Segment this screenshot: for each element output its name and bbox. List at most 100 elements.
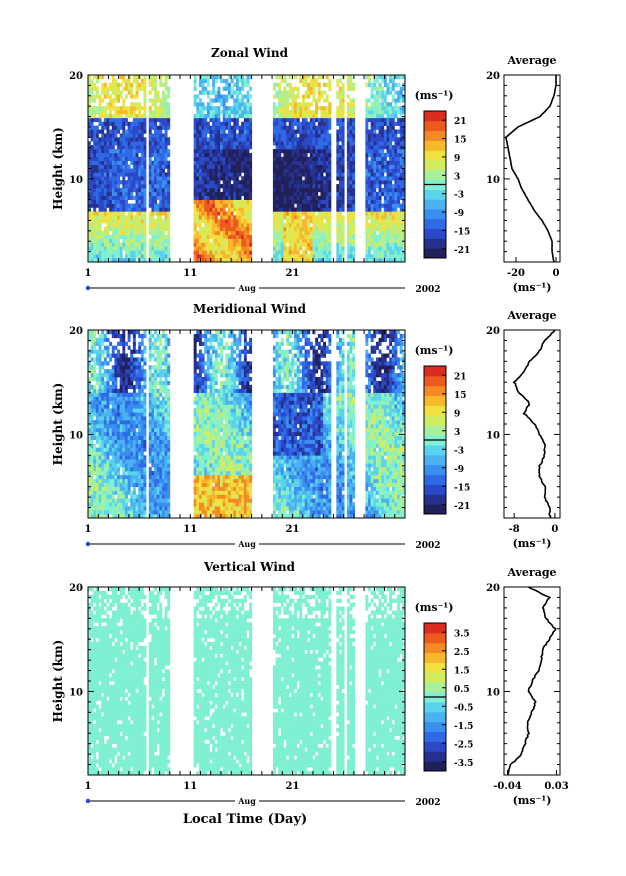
- heatmap-cell: [365, 242, 369, 247]
- heatmap-cell: [241, 230, 245, 236]
- heatmap-cell: [161, 90, 165, 95]
- heatmap-cell: [323, 168, 327, 173]
- heatmap-cell: [204, 164, 208, 169]
- heatmap-cell: [132, 172, 136, 177]
- heatmap-cell: [386, 172, 390, 177]
- heatmap-cell: [328, 219, 332, 224]
- heatmap-cell: [275, 180, 279, 185]
- heatmap-cell: [383, 110, 387, 115]
- heatmap-cell: [243, 78, 247, 84]
- heatmap-cell: [111, 506, 115, 511]
- heatmap-cell: [156, 184, 160, 189]
- heatmap-cell: [98, 427, 102, 433]
- heatmap-cell: [161, 187, 165, 193]
- heatmap-cell: [135, 246, 139, 251]
- heatmap-cell: [338, 176, 342, 181]
- heatmap-cell: [386, 90, 390, 95]
- heatmap-cell: [386, 113, 390, 119]
- heatmap-cell: [209, 125, 213, 130]
- heatmap-cell: [159, 121, 163, 126]
- heatmap-cell: [88, 86, 91, 91]
- heatmap-cell: [397, 191, 401, 197]
- heatmap-cell: [280, 156, 284, 162]
- heatmap-cell: [124, 416, 128, 421]
- heatmap-cell: [375, 223, 379, 228]
- heatmap-cell: [106, 396, 110, 401]
- heatmap-cell: [291, 246, 295, 251]
- heatmap-cell: [111, 246, 115, 251]
- heatmap-cell: [349, 219, 353, 224]
- heatmap-cell: [238, 152, 242, 158]
- heatmap-cell: [304, 176, 308, 181]
- heatmap-cell: [323, 207, 327, 212]
- heatmap-cell: [212, 152, 216, 158]
- heatmap-cell: [235, 125, 239, 130]
- heatmap-cell: [103, 424, 107, 429]
- heatmap-cell: [214, 191, 218, 197]
- heatmap-cell: [124, 215, 128, 220]
- heatmap-cell: [397, 230, 401, 236]
- heatmap-cell: [193, 195, 197, 200]
- heatmap-cell: [381, 187, 385, 193]
- heatmap-cell: [159, 75, 163, 80]
- heatmap-cell: [117, 451, 120, 456]
- heatmap-cell: [225, 187, 229, 193]
- heatmap-cell: [148, 176, 152, 181]
- heatmap-cell: [124, 164, 128, 169]
- heatmap-cell: [148, 226, 152, 232]
- heatmap-cell: [101, 110, 105, 115]
- heatmap-cell: [378, 110, 382, 115]
- heatmap-cell: [119, 149, 123, 154]
- heatmap-cell: [352, 238, 356, 243]
- heatmap-cell: [338, 110, 342, 115]
- heatmap-cell: [243, 121, 247, 126]
- heatmap-cell: [370, 90, 374, 95]
- heatmap-cell: [193, 149, 197, 154]
- heatmap-cell: [309, 203, 313, 208]
- heatmap-cell: [201, 226, 205, 232]
- heatmap-cell: [365, 226, 369, 232]
- heatmap-cell: [119, 353, 123, 358]
- heatmap-cell: [397, 223, 401, 228]
- heatmap-cell: [117, 333, 120, 339]
- heatmap-cell: [214, 203, 218, 208]
- heatmap-cell: [381, 156, 385, 162]
- heatmap-cell: [307, 184, 311, 189]
- heatmap-cell: [230, 211, 234, 216]
- heatmap-cell: [238, 113, 242, 119]
- heatmap-cell: [117, 408, 120, 413]
- heatmap-cell: [154, 113, 157, 119]
- heatmap-cell: [299, 156, 303, 162]
- heatmap-cell: [389, 250, 393, 255]
- heatmap-cell: [156, 152, 160, 158]
- heatmap-cell: [148, 195, 152, 200]
- heatmap-cell: [328, 238, 332, 243]
- heatmap-cell: [336, 149, 340, 154]
- heatmap-cell: [294, 113, 297, 119]
- heatmap-cell: [312, 129, 316, 134]
- heatmap-cell: [225, 195, 229, 200]
- heatmap-cell: [222, 149, 226, 154]
- heatmap-cell: [122, 494, 126, 499]
- heatmap-cell: [286, 187, 290, 193]
- heatmap-cell: [109, 246, 113, 251]
- heatmap-cell: [294, 160, 297, 165]
- heatmap-cell: [370, 152, 374, 158]
- heatmap-cell: [301, 230, 305, 236]
- heatmap-cell: [193, 117, 197, 123]
- heatmap-cell: [114, 141, 118, 146]
- heatmap-cell: [222, 191, 226, 197]
- heatmap-cell: [228, 207, 231, 212]
- heatmap-cell: [243, 117, 247, 123]
- heatmap-cell: [98, 408, 102, 413]
- heatmap-cell: [101, 400, 105, 405]
- heatmap-cell: [93, 75, 97, 80]
- heatmap-cell: [214, 121, 218, 126]
- heatmap-cell: [132, 203, 136, 208]
- heatmap-cell: [111, 149, 115, 154]
- heatmap-cell: [206, 141, 210, 146]
- heatmap-cell: [325, 152, 329, 158]
- heatmap-cell: [352, 168, 356, 173]
- heatmap-cell: [127, 164, 131, 169]
- heatmap-cell: [143, 90, 147, 95]
